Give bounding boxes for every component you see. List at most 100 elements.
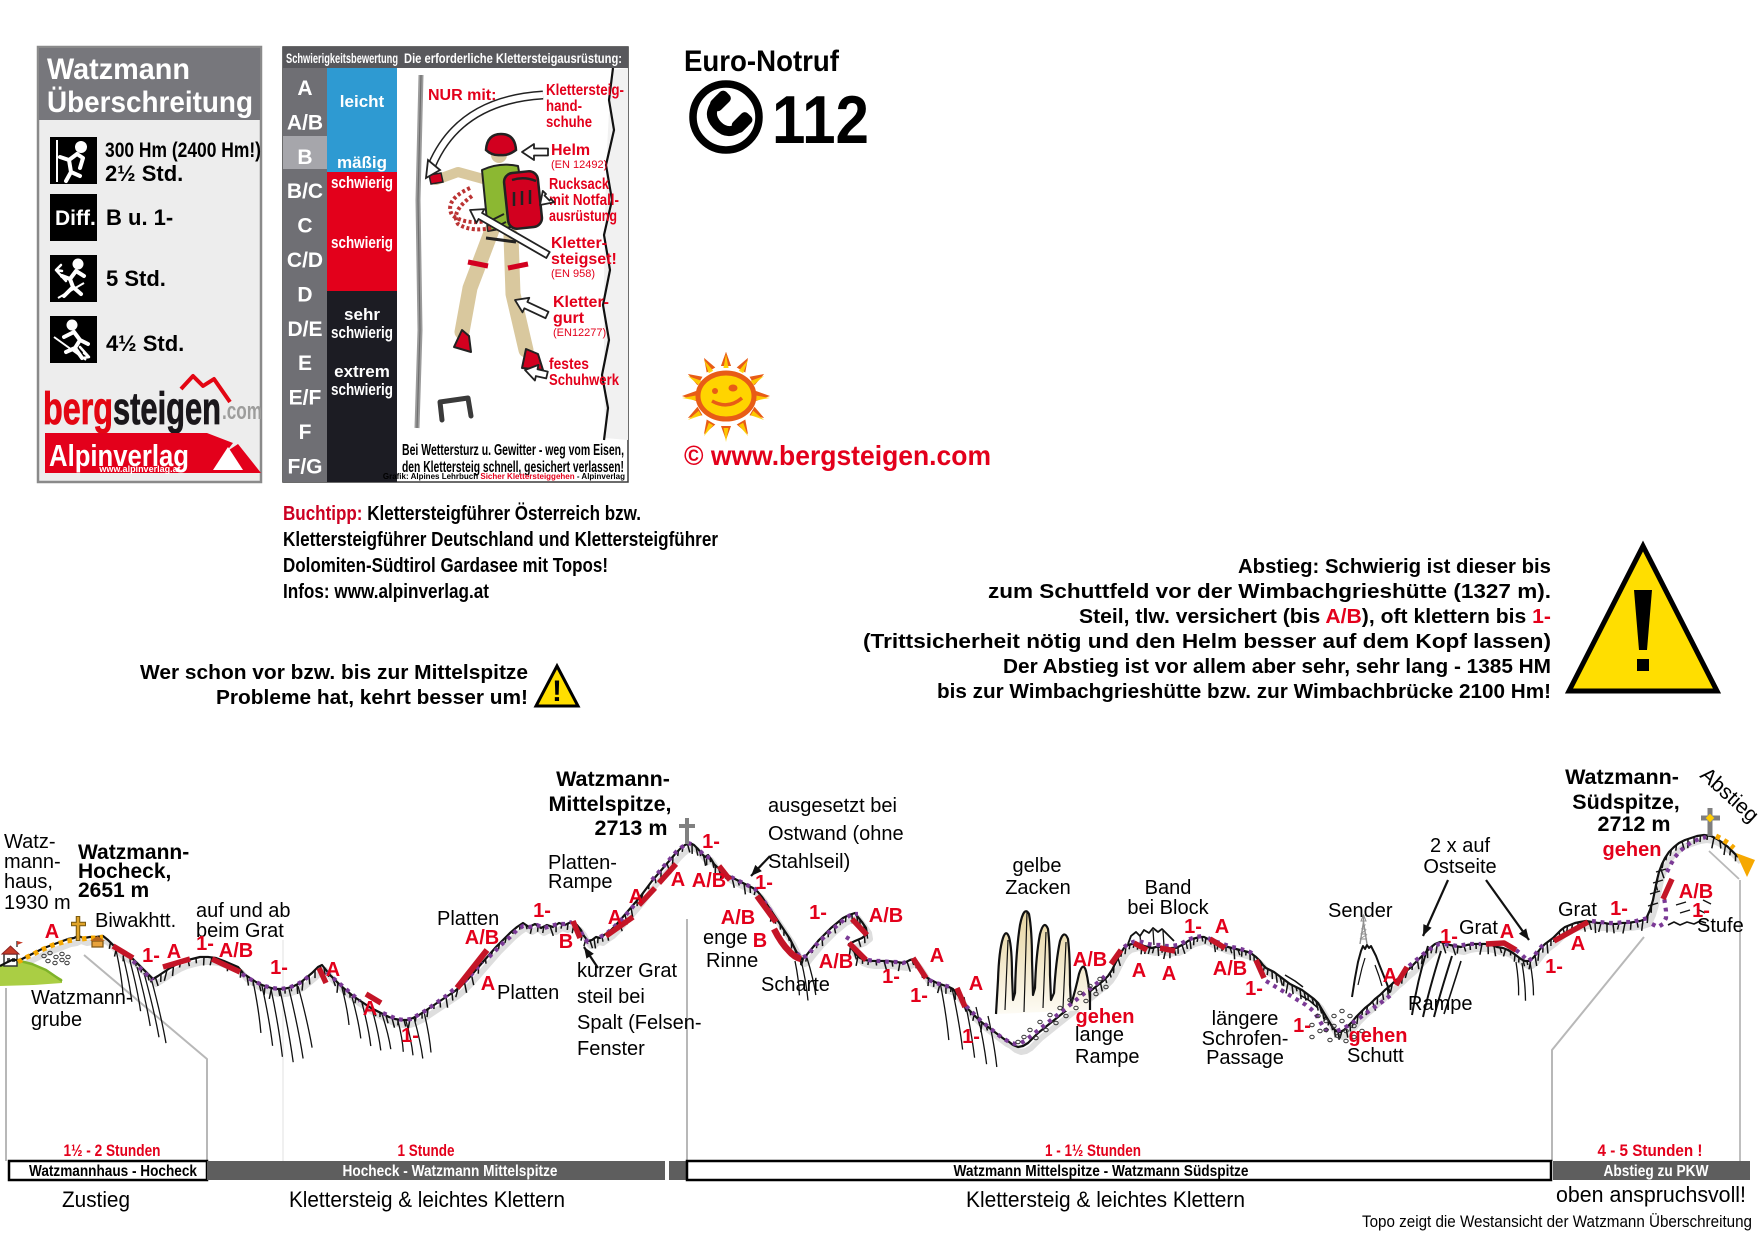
svg-text:A: A: [671, 869, 685, 891]
svg-text:steigen: steigen: [113, 383, 221, 434]
svg-text:NUR mit:: NUR mit:: [428, 87, 496, 104]
svg-text:Infos: www.alpinverlag.at: Infos: www.alpinverlag.at: [283, 581, 489, 603]
svg-text:A/B: A/B: [721, 907, 755, 929]
svg-text:Watzmann Mittelspitze - Watzma: Watzmann Mittelspitze - Watzmann Südspit…: [954, 1163, 1249, 1180]
svg-text:enge: enge: [703, 927, 748, 949]
svg-text:B: B: [559, 931, 573, 953]
svg-text:Platten-: Platten-: [548, 852, 617, 874]
svg-text:1-: 1-: [533, 900, 551, 922]
svg-text:Bei Wettersturz u. Gewitter -: Bei Wettersturz u. Gewitter - weg vom Ei…: [402, 442, 624, 459]
svg-text:Probleme hat, kehrt besser um!: Probleme hat, kehrt besser um!: [216, 687, 528, 709]
svg-text:festes: festes: [549, 356, 589, 373]
svg-text:1-: 1-: [1293, 1015, 1311, 1037]
svg-text:Watzmannhaus - Hocheck: Watzmannhaus - Hocheck: [29, 1163, 197, 1180]
svg-text:Rucksack: Rucksack: [549, 176, 609, 193]
svg-text:1930 m: 1930 m: [4, 892, 71, 914]
svg-text:1-: 1-: [1692, 900, 1710, 922]
svg-text:steil bei: steil bei: [577, 986, 645, 1008]
svg-text:Watzmann-: Watzmann-: [31, 987, 133, 1009]
svg-text:Spalt (Felsen-: Spalt (Felsen-: [577, 1012, 702, 1034]
svg-text:mann-: mann-: [4, 851, 61, 873]
svg-text:Ostwand (ohne: Ostwand (ohne: [768, 823, 904, 845]
svg-text:mäßig: mäßig: [337, 153, 387, 172]
svg-text:zum Schuttfeld vor der Wimbach: zum Schuttfeld vor der Wimbachgrieshütte…: [988, 581, 1551, 603]
svg-text:1-: 1-: [1245, 978, 1263, 1000]
svg-text:!: !: [552, 675, 562, 708]
svg-text:B: B: [753, 930, 767, 952]
svg-text:Zacken: Zacken: [1005, 877, 1071, 899]
svg-text:A: A: [481, 973, 495, 995]
svg-text:A: A: [1500, 921, 1514, 943]
svg-text:Abstieg zu PKW: Abstieg zu PKW: [1604, 1163, 1709, 1180]
svg-text:1-: 1-: [809, 902, 827, 924]
svg-text:1 - 1½ Stunden: 1 - 1½ Stunden: [1045, 1141, 1141, 1160]
svg-text:Platten: Platten: [497, 982, 559, 1004]
svg-text:Schuhwerk: Schuhwerk: [549, 372, 619, 389]
svg-text:1-: 1-: [1184, 916, 1202, 938]
svg-text:F/G: F/G: [288, 455, 323, 478]
svg-text:A: A: [1132, 960, 1146, 982]
svg-text:1-: 1-: [1440, 926, 1458, 948]
svg-text:B: B: [297, 146, 312, 169]
svg-text:A/B: A/B: [1073, 949, 1107, 971]
svg-text:Topo zeigt die Westansicht der: Topo zeigt die Westansicht der Watzmann …: [1362, 1212, 1752, 1231]
svg-text:D/E: D/E: [287, 318, 322, 341]
svg-text:D: D: [297, 283, 312, 306]
svg-text:schwierig: schwierig: [331, 233, 393, 252]
svg-text:Wer schon vor bzw. bis zur Mit: Wer schon vor bzw. bis zur Mittelspitze: [140, 662, 528, 684]
svg-text:Schrofen-: Schrofen-: [1202, 1028, 1289, 1050]
svg-text:Fenster: Fenster: [577, 1038, 645, 1060]
svg-text:E: E: [298, 352, 312, 375]
svg-text:Ostseite: Ostseite: [1423, 856, 1496, 878]
svg-text:Kletter-: Kletter-: [553, 294, 609, 311]
svg-text:auf und ab: auf und ab: [196, 900, 291, 922]
svg-text:5 Std.: 5 Std.: [106, 266, 166, 291]
svg-text:112: 112: [772, 82, 869, 158]
svg-text:sehr: sehr: [344, 305, 380, 324]
svg-text:Rampe: Rampe: [548, 871, 612, 893]
svg-text:1-: 1-: [270, 957, 288, 979]
svg-text:mit Notfall-: mit Notfall-: [549, 192, 619, 209]
svg-text:Südspitze,: Südspitze,: [1572, 790, 1680, 814]
svg-text:längere: längere: [1212, 1008, 1279, 1030]
svg-text:Helm: Helm: [551, 142, 590, 159]
svg-text:A: A: [1162, 963, 1176, 985]
svg-text:2½ Std.: 2½ Std.: [105, 161, 183, 186]
svg-text:ausgesetzt bei: ausgesetzt bei: [768, 795, 897, 817]
svg-text:A: A: [326, 959, 340, 981]
svg-text:grube: grube: [31, 1009, 82, 1031]
svg-text:1-: 1-: [755, 872, 773, 894]
svg-text:Zustieg: Zustieg: [62, 1187, 130, 1212]
svg-text:A: A: [969, 973, 983, 995]
svg-text:(EN 12492): (EN 12492): [551, 159, 607, 171]
svg-text:Stahlseil): Stahlseil): [768, 851, 850, 873]
svg-text:A: A: [930, 945, 944, 967]
svg-text:1-: 1-: [882, 966, 900, 988]
svg-text:gehen: gehen: [1076, 1006, 1135, 1028]
svg-text:Der Abstieg ist vor allem aber: Der Abstieg ist vor allem aber sehr, seh…: [1003, 656, 1551, 678]
svg-text:2712 m: 2712 m: [1598, 812, 1671, 836]
svg-text:C/D: C/D: [287, 249, 323, 272]
svg-text:leicht: leicht: [340, 92, 385, 111]
svg-text:Überschreitung: Überschreitung: [47, 86, 253, 119]
svg-text:Klettersteig & leichtes Klette: Klettersteig & leichtes Klettern: [289, 1187, 565, 1212]
svg-text:hand-: hand-: [546, 98, 582, 115]
svg-text:Watzmann-: Watzmann-: [556, 767, 670, 791]
svg-text:Rampe: Rampe: [1408, 993, 1472, 1015]
svg-text:A/B: A/B: [869, 905, 903, 927]
svg-text:Buchtipp: Klettersteigführer Ö: Buchtipp: Klettersteigführer Österreich …: [283, 502, 641, 525]
svg-text:gehen: gehen: [1603, 839, 1662, 861]
svg-text:gehen: gehen: [1349, 1025, 1408, 1047]
svg-text:ausrüstung: ausrüstung: [549, 208, 617, 225]
svg-text:(Trittsicherheit nötig und den: (Trittsicherheit nötig und den Helm bess…: [863, 631, 1551, 653]
svg-text:Rinne: Rinne: [706, 950, 758, 972]
svg-text:A/B: A/B: [465, 927, 499, 949]
svg-text:(EN12277): (EN12277): [553, 327, 606, 339]
svg-text:A: A: [363, 998, 377, 1020]
svg-text:Diff.: Diff.: [55, 207, 96, 230]
svg-text:Passage: Passage: [1206, 1047, 1284, 1069]
svg-text:A/B: A/B: [1213, 958, 1247, 980]
svg-text:300 Hm (2400 Hm!): 300 Hm (2400 Hm!): [105, 139, 261, 162]
svg-text:1-: 1-: [962, 1026, 980, 1048]
svg-text:A: A: [608, 907, 622, 929]
